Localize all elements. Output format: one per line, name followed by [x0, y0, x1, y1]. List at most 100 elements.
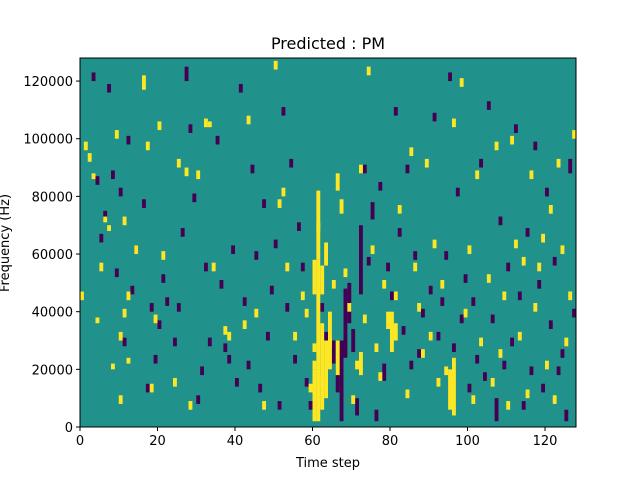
heatmap-cell-high	[126, 357, 131, 364]
heatmap-cell-high	[362, 314, 367, 324]
heatmap-cell-high	[107, 225, 111, 231]
heatmap-cell-low	[273, 239, 278, 249]
heatmap-cell-low	[455, 187, 460, 197]
heatmap-cell-high	[324, 242, 328, 266]
heatmap-cell-low	[339, 340, 344, 422]
heatmap-cell-low	[545, 187, 549, 197]
heatmap-cell-low	[459, 314, 464, 324]
x-tick-label: 20	[149, 434, 166, 449]
heatmap-cell-low	[192, 193, 197, 203]
heatmap-cell-low	[525, 228, 530, 237]
heatmap-cell-low	[196, 395, 201, 404]
heatmap-cell-high	[126, 291, 131, 301]
heatmap-cell-low	[308, 401, 313, 410]
heatmap-cell-low	[432, 112, 437, 122]
heatmap-cell-high	[413, 262, 418, 272]
heatmap-cell-high	[386, 311, 390, 329]
heatmap-cell-low	[548, 320, 553, 329]
heatmap-cell-low	[145, 383, 150, 393]
heatmap-cell-low	[165, 297, 170, 306]
x-axis-label: Time step	[295, 456, 360, 471]
heatmap-cell-high	[335, 340, 340, 376]
heatmap-cell-low	[254, 251, 259, 260]
heatmap-cell-high	[355, 360, 359, 370]
heatmap-cell-low	[486, 101, 491, 110]
heatmap-cell-high	[533, 303, 538, 312]
heatmap-cell-high	[343, 268, 348, 278]
heatmap-cell-high	[506, 401, 511, 410]
heatmap-cell-low	[250, 164, 255, 174]
x-tick-label: 0	[76, 434, 84, 449]
heatmap-cell-low	[215, 135, 220, 145]
heatmap-cell-high	[452, 118, 456, 128]
x-tick-label: 80	[382, 434, 399, 449]
heatmap-cell-high	[149, 383, 154, 393]
heatmap-cell-low	[227, 354, 232, 364]
heatmap-cell-high	[467, 245, 472, 255]
y-tick-label: 60000	[32, 248, 73, 263]
heatmap-cell-high	[545, 360, 549, 370]
heatmap-cell-high	[196, 170, 201, 180]
heatmap-cell-high	[211, 262, 216, 272]
heatmap-cell-low	[277, 401, 282, 410]
heatmap-cell-high	[498, 349, 503, 358]
heatmap-cell-low	[366, 256, 371, 266]
heatmap-cell-high	[153, 314, 158, 324]
heatmap-cell-high	[486, 274, 491, 283]
heatmap-cell-low	[207, 337, 212, 347]
heatmap-cell-low	[475, 354, 480, 364]
heatmap-cell-high	[142, 75, 146, 90]
heatmap-cell-low	[421, 308, 425, 318]
heatmap-cell-high	[246, 115, 251, 125]
chart-title: Predicted : PM	[271, 34, 385, 53]
heatmap-cell-low	[397, 228, 402, 237]
heatmap-cell-low	[471, 297, 476, 306]
heatmap-cell-low	[142, 199, 146, 208]
y-axis-label: Frequency (Hz)	[0, 194, 13, 292]
heatmap-cell-low	[452, 343, 456, 353]
heatmap-cell-high	[339, 199, 344, 214]
heatmap-cell-low	[382, 363, 387, 381]
heatmap-cell-high	[316, 222, 321, 231]
heatmap-cell-high	[521, 256, 526, 266]
heatmap-cell-high	[176, 158, 181, 168]
heatmap-cell-low	[533, 141, 538, 151]
heatmap-cell-low	[440, 297, 445, 306]
heatmap-cell-high	[293, 331, 297, 341]
heatmap-cell-low	[506, 262, 511, 272]
heatmap-cell-high	[475, 170, 480, 180]
heatmap-cell-low	[91, 72, 96, 82]
heatmap-cell-low	[541, 383, 545, 393]
heatmap-cell-low	[149, 303, 154, 312]
heatmap-cell-high	[440, 279, 445, 289]
heatmap-cell-low	[378, 181, 383, 191]
heatmap-cell-low	[246, 360, 251, 370]
heatmap-cell-high	[83, 141, 88, 151]
y-tick-label: 100000	[23, 133, 73, 148]
heatmap-cell-low	[359, 225, 363, 295]
heatmap-cell-low	[188, 124, 193, 133]
heatmap-cell-low	[517, 291, 522, 301]
heatmap-cell-low	[417, 349, 421, 358]
heatmap-cell-high	[304, 308, 309, 318]
heatmap-cell-high	[161, 251, 166, 260]
heatmap-cell-high	[118, 331, 123, 341]
heatmap-cell-high	[393, 291, 398, 301]
heatmap-cell-low	[413, 251, 418, 260]
heatmap-cell-low	[242, 297, 247, 306]
heatmap-cell-high	[397, 205, 402, 214]
heatmap-cell-high	[537, 262, 542, 272]
heatmap-cell-low	[529, 366, 534, 376]
heatmap-cell-high	[204, 118, 208, 128]
heatmap-cell-high	[517, 331, 522, 341]
heatmap-cell-high	[277, 199, 282, 208]
heatmap-cell-high	[242, 320, 247, 329]
x-tick-label: 120	[533, 434, 558, 449]
heatmap-cell-low	[285, 303, 290, 312]
heatmap-cell-low	[448, 72, 452, 82]
heatmap-cell-high	[331, 279, 336, 289]
heatmap-cell-high	[308, 383, 313, 393]
heatmap-cell-high	[556, 158, 561, 168]
y-axis: 0 20000 40000 60000 80000 100000 120000	[23, 75, 80, 436]
x-axis: 0 20 40 60 80 100 120	[76, 427, 558, 449]
